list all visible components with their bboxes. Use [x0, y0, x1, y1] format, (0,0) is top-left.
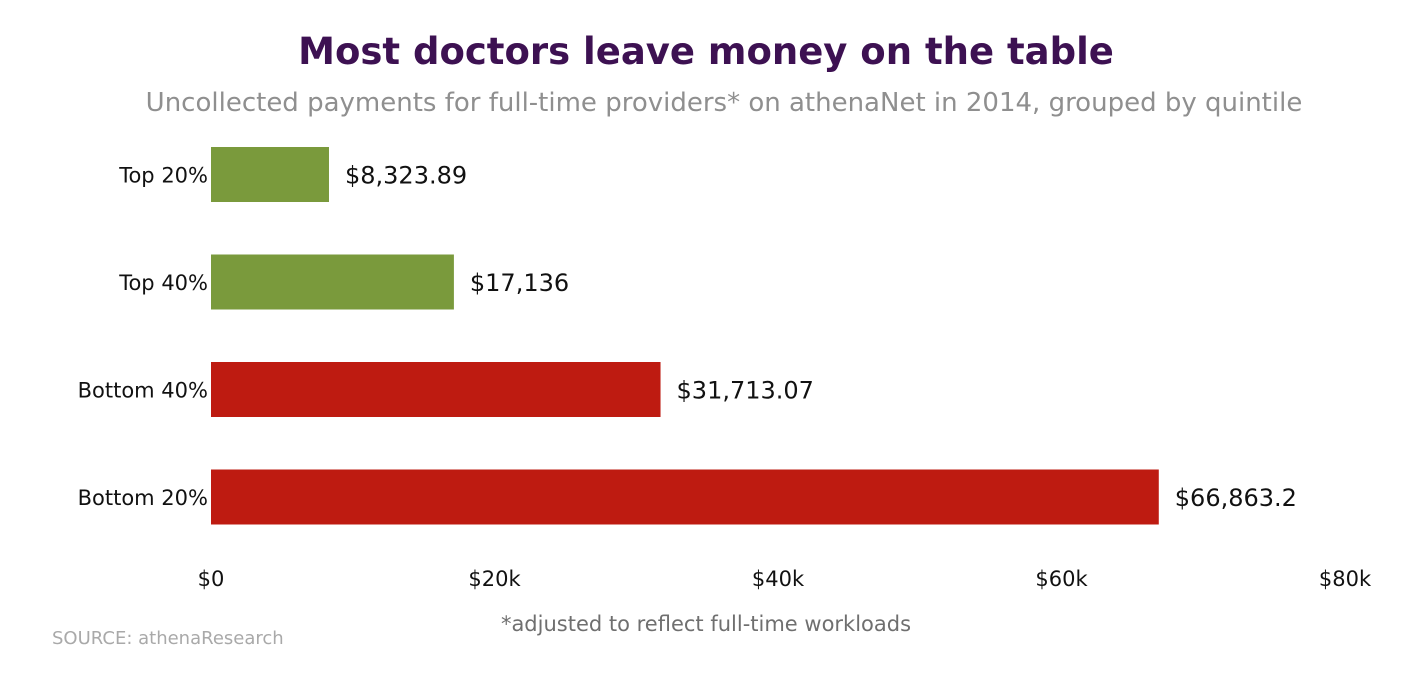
source-credit: SOURCE: athenaResearch: [52, 628, 284, 649]
value-label: $17,136: [470, 269, 569, 297]
chart-title: Most doctors leave money on the table: [298, 30, 1114, 73]
value-label: $31,713.07: [677, 377, 814, 405]
bar-bottom-40: [211, 362, 661, 417]
x-tick-label: $0: [198, 567, 225, 591]
value-label: $66,863.2: [1175, 484, 1297, 512]
value-label: $8,323.89: [345, 162, 467, 190]
bar-top-40: [211, 254, 454, 310]
category-label: Bottom 20%: [78, 486, 208, 510]
chart-subtitle: Uncollected payments for full-time provi…: [145, 88, 1303, 118]
bar-top-20: [211, 147, 329, 202]
category-label: Top 20%: [118, 164, 208, 188]
bar-bottom-20: [211, 469, 1159, 525]
x-tick-label: $80k: [1319, 567, 1372, 591]
x-tick-label: $40k: [752, 567, 805, 591]
x-tick-label: $60k: [1035, 567, 1088, 591]
category-label: Top 40%: [118, 271, 208, 295]
footnote: *adjusted to reflect full-time workloads: [500, 612, 912, 636]
x-tick-label: $20k: [468, 567, 521, 591]
category-label: Bottom 40%: [78, 379, 208, 403]
